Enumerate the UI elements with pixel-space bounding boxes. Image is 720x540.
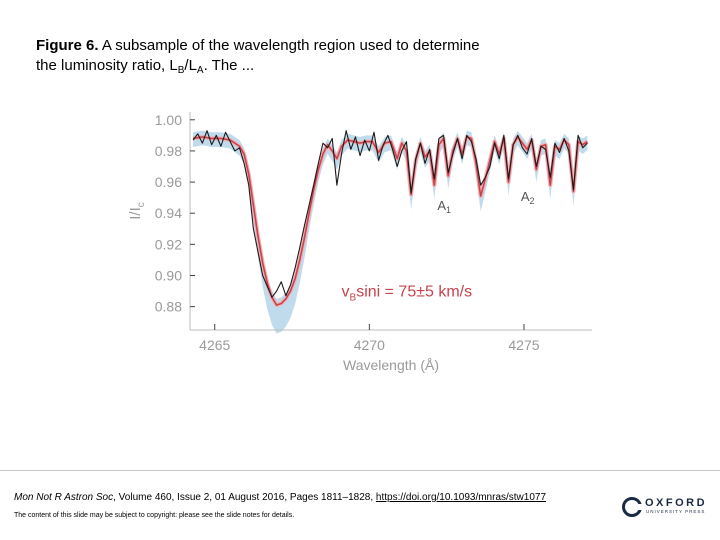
caption-sub-b: B xyxy=(177,65,185,76)
x-axis-label: Wavelength (Å) xyxy=(343,357,439,373)
y-tick-label: 0.88 xyxy=(155,299,182,315)
line-label-A2: A2 xyxy=(521,189,535,206)
line-label-A1: A1 xyxy=(437,198,451,215)
citation-details: , Volume 460, Issue 2, 01 August 2016, P… xyxy=(113,492,376,503)
oxford-logo[interactable]: OXFORD UNIVERSITY PRESS xyxy=(621,496,711,518)
x-tick-label: 4275 xyxy=(508,337,539,353)
citation: Mon Not R Astron Soc, Volume 460, Issue … xyxy=(14,492,546,503)
observed-line xyxy=(192,130,588,298)
copyright-notice: The content of this slide may be subject… xyxy=(14,512,295,519)
caption-slash: /L xyxy=(184,57,197,74)
x-tick-label: 4270 xyxy=(354,337,385,353)
y-tick-label: 0.94 xyxy=(155,205,182,221)
figure-caption: Figure 6. A subsample of the wavelength … xyxy=(36,36,636,76)
y-axis-label: I/Ic xyxy=(127,202,147,220)
caption-sub-a: A xyxy=(196,65,204,76)
y-tick-label: 0.96 xyxy=(155,174,182,190)
y-tick-label: 0.92 xyxy=(155,236,182,252)
x-tick-label: 4265 xyxy=(199,337,230,353)
plot-area: 1.00 0.98 0.96 0.94 0.92 0.90 0.88 4265 4270 4275… xyxy=(127,112,592,373)
figure-label: Figure 6. xyxy=(36,37,99,54)
journal-name: Mon Not R Astron Soc xyxy=(14,492,114,503)
y-tick-label: 1.00 xyxy=(155,112,182,128)
logo-subtitle: UNIVERSITY PRESS xyxy=(646,509,706,514)
y-tick-label: 0.90 xyxy=(155,268,182,284)
oxford-logo-icon xyxy=(622,497,643,517)
caption-line2: the luminosity ratio, L xyxy=(36,57,178,74)
y-tick-label: 0.98 xyxy=(155,143,182,159)
caption-end: . The ... xyxy=(203,57,255,74)
caption-line1: A subsample of the wavelength region use… xyxy=(98,37,480,54)
vsini-annotation: vBsini = 75±5 km/s xyxy=(342,284,473,304)
doi-link[interactable]: https://doi.org/10.1093/mnras/stw1077 xyxy=(375,492,547,503)
spectrum-chart: 1.00 0.98 0.96 0.94 0.92 0.90 0.88 4265 4270 4275… xyxy=(127,112,592,373)
model-uncertainty-band xyxy=(193,130,588,334)
logo-name: OXFORD xyxy=(645,497,708,509)
footer-divider xyxy=(0,470,720,471)
